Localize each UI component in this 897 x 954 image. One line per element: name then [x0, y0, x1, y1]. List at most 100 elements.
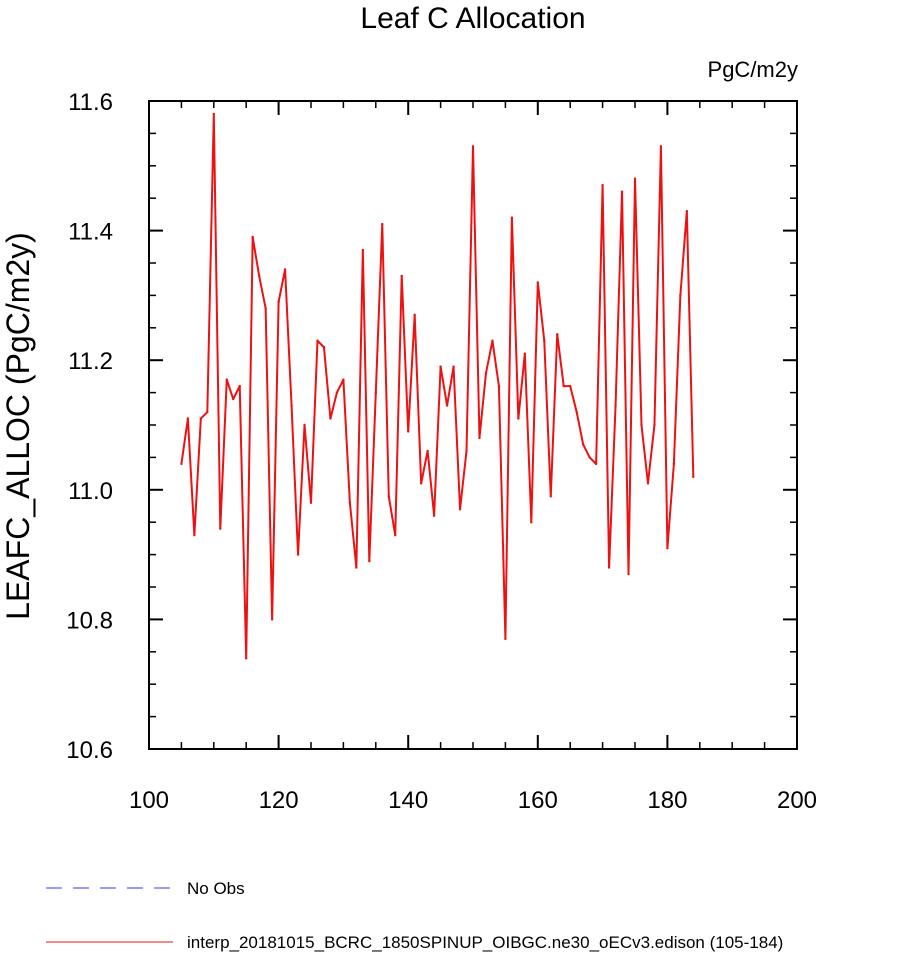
data-point [517, 417, 520, 420]
data-point [536, 281, 539, 284]
x-tick-label: 100 [129, 787, 169, 814]
series-line [180, 112, 695, 660]
data-point [348, 501, 352, 504]
data-point [581, 443, 585, 446]
data-point [575, 410, 578, 414]
data-point [335, 391, 339, 394]
data-point [303, 423, 306, 427]
data-point [251, 235, 254, 239]
data-point [245, 657, 248, 660]
data-point [594, 462, 598, 466]
data-point [342, 378, 345, 381]
data-point [530, 521, 533, 524]
legend-label: interp_20181015_BCRC_1850SPINUP_OIBGC.ne… [187, 933, 783, 952]
data-point [569, 384, 572, 388]
data-point [659, 145, 663, 148]
data-point [549, 495, 552, 498]
data-point [458, 508, 462, 511]
data-point [614, 404, 617, 407]
data-point [426, 449, 429, 453]
data-point [238, 384, 241, 388]
x-tick-label: 200 [777, 787, 817, 814]
data-point [607, 566, 611, 569]
y-tick-label: 10.8 [66, 607, 113, 634]
y-tick-label: 11.4 [68, 219, 113, 246]
y-axis-label: LEAFC_ALLOC (PgC/m2y) [0, 232, 36, 620]
data-point [510, 216, 514, 219]
data-point [290, 404, 293, 407]
data-point [439, 365, 442, 368]
y-tick-label: 11.0 [68, 478, 113, 505]
data-point [270, 618, 274, 621]
legend: No Obs interp_20181015_BCRC_1850SPINUP_OI… [46, 879, 783, 952]
data-point [186, 417, 190, 420]
data-point [264, 307, 267, 310]
data-point [199, 417, 203, 420]
data-point [206, 410, 209, 414]
data-point [212, 112, 215, 116]
y-tick-label: 11.6 [68, 89, 113, 116]
data-point [309, 501, 313, 504]
data-point [257, 274, 261, 278]
data-point [491, 339, 494, 342]
data-point [322, 346, 326, 349]
y-tick-label: 10.6 [66, 737, 113, 764]
data-point [400, 274, 403, 278]
data-point [180, 462, 183, 466]
data-point [296, 553, 300, 556]
data-point [692, 475, 695, 479]
data-point [368, 559, 371, 563]
data-point [445, 404, 449, 407]
data-point [419, 482, 423, 485]
data-point [413, 313, 416, 317]
data-point [277, 300, 280, 304]
data-point [627, 572, 630, 576]
data-point [588, 456, 591, 459]
data-point [452, 365, 455, 368]
tick-labels: 100 120 140 160 180 200 10.6 10.8 11.0 11.2 11.4 11… [66, 89, 817, 814]
data-point [219, 527, 222, 530]
data-point [407, 430, 410, 433]
x-tick-label: 120 [259, 787, 299, 814]
chart-title: Leaf C Allocation [360, 2, 585, 35]
data-point [504, 637, 507, 641]
data-point [562, 384, 565, 388]
plot-frame [148, 100, 798, 750]
data-point [653, 423, 656, 427]
data-point [465, 449, 468, 453]
data-point [478, 436, 481, 440]
data-point [225, 378, 228, 381]
data-point [381, 222, 384, 226]
data-point [355, 566, 358, 569]
data-point [646, 482, 650, 485]
data-point [633, 177, 637, 180]
data-point [543, 339, 546, 342]
data-point [484, 371, 488, 375]
data-point [374, 391, 377, 394]
series-layer [180, 112, 695, 660]
data-point [620, 190, 624, 193]
units-label: PgC/m2y [708, 57, 798, 82]
data-point [685, 209, 689, 213]
data-point [601, 184, 604, 187]
x-tick-label: 160 [518, 787, 558, 814]
y-tick-label: 11.2 [68, 348, 113, 375]
data-point [387, 495, 390, 498]
data-point [193, 533, 196, 537]
data-point [329, 417, 332, 420]
x-tick-label: 180 [647, 787, 687, 814]
data-point [361, 248, 365, 252]
data-point [523, 352, 527, 355]
data-point [556, 333, 559, 336]
legend-label: No Obs [187, 879, 245, 898]
data-point [640, 423, 643, 427]
data-point [432, 514, 436, 517]
data-point [666, 546, 669, 550]
data-point [283, 268, 287, 271]
data-point [679, 294, 682, 297]
data-point [497, 384, 501, 388]
data-point [232, 397, 235, 401]
data-point [471, 145, 475, 148]
data-point [672, 462, 676, 466]
